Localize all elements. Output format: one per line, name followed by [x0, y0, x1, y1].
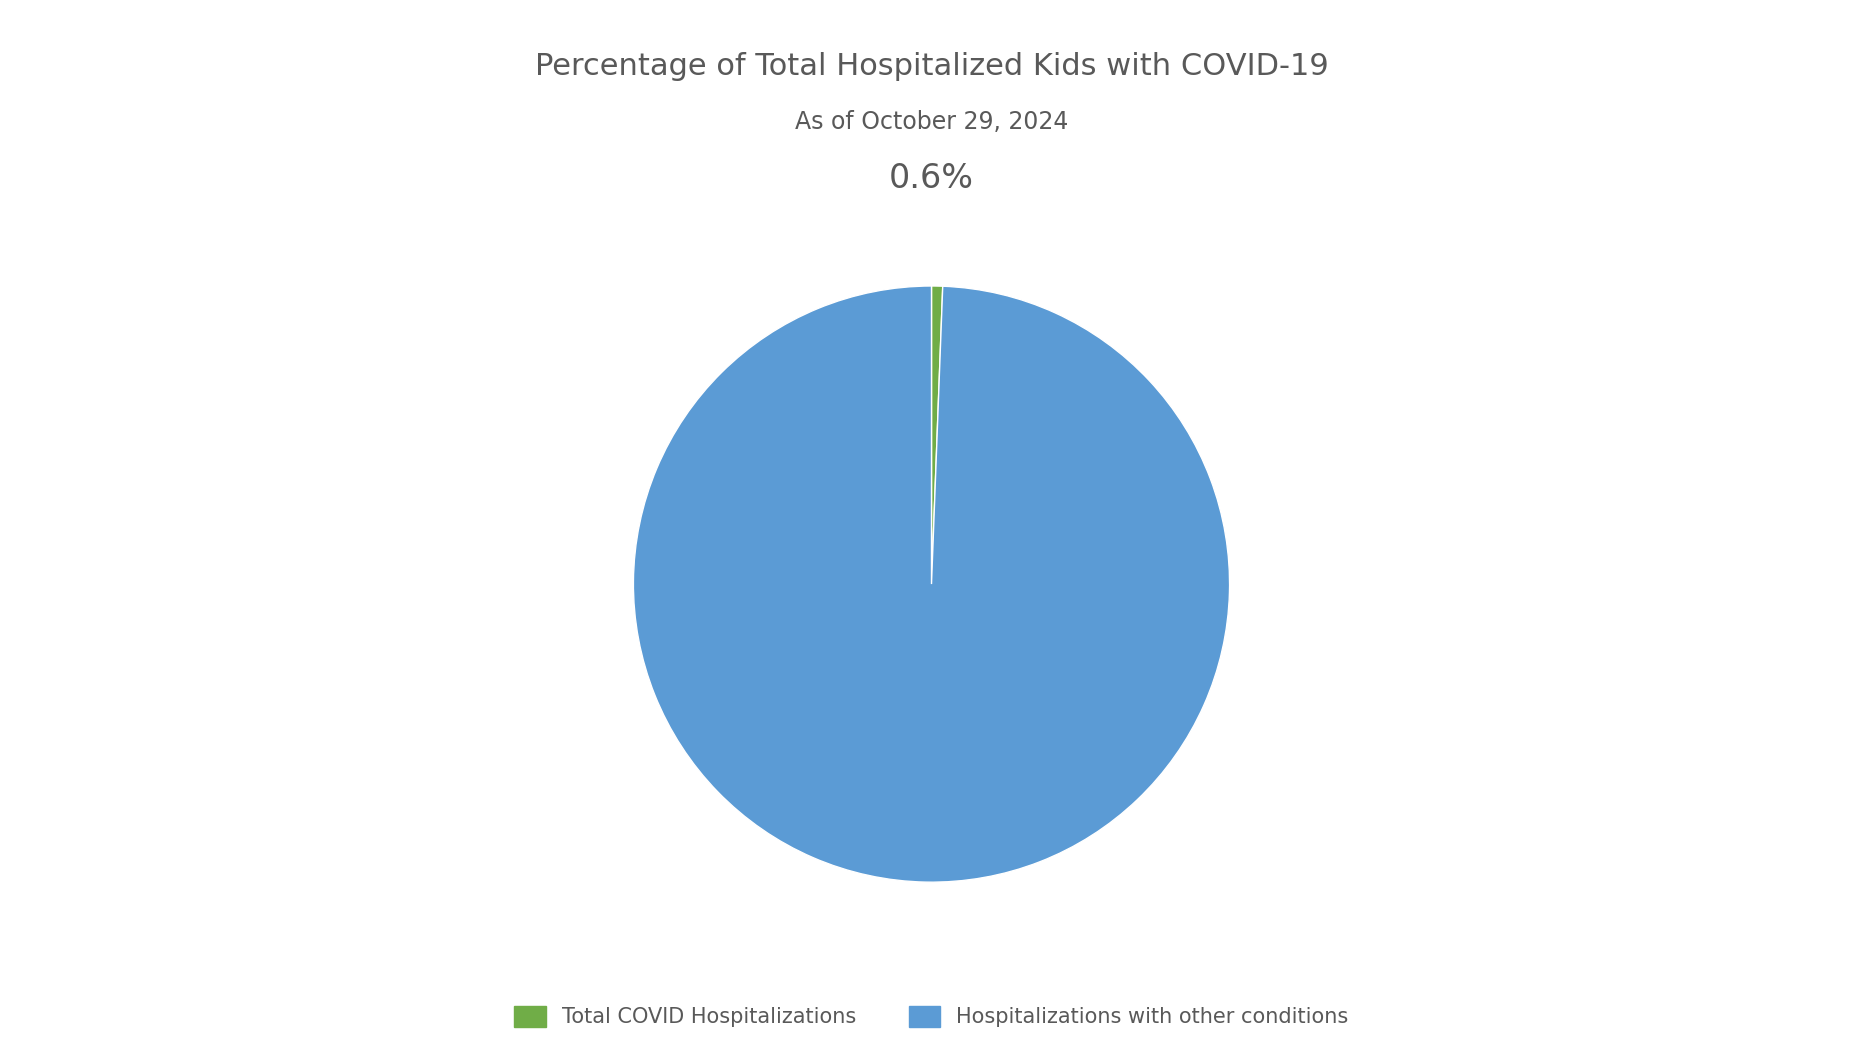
Text: As of October 29, 2024: As of October 29, 2024: [796, 110, 1067, 134]
Text: 0.6%: 0.6%: [889, 162, 974, 195]
Text: Percentage of Total Hospitalized Kids with COVID-19: Percentage of Total Hospitalized Kids wi…: [535, 52, 1328, 81]
Legend: Total COVID Hospitalizations, Hospitalizations with other conditions: Total COVID Hospitalizations, Hospitaliz…: [507, 997, 1356, 1036]
Wedge shape: [633, 286, 1230, 882]
Wedge shape: [932, 286, 943, 584]
